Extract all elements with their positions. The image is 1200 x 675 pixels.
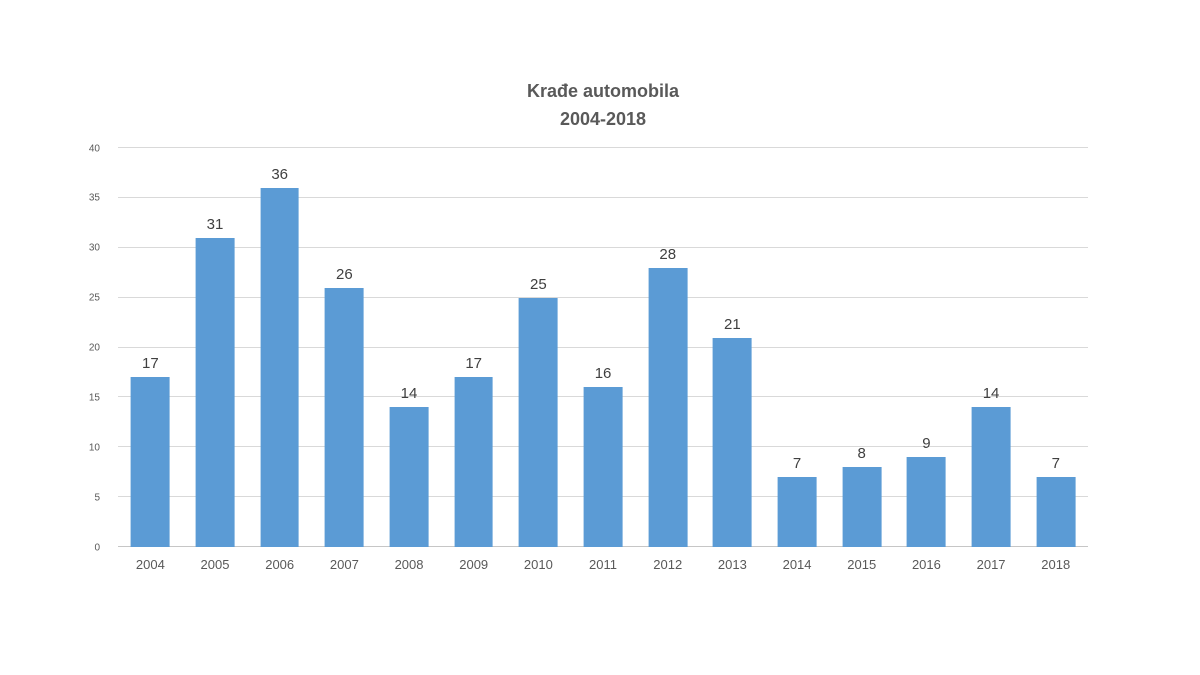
bar-value-label-2009: 17 xyxy=(465,355,483,373)
bar-2009 xyxy=(454,377,494,547)
bar-cell-2010: 25 xyxy=(506,148,571,547)
bar-2004 xyxy=(130,377,170,547)
x-tick-label-2004: 2004 xyxy=(135,557,165,572)
bar-2011 xyxy=(583,387,623,547)
bar-cell-2012: 28 xyxy=(635,148,700,547)
x-axis: 2004 2005 2006 2007 2008 2009 2010 2011 2012 2013… xyxy=(118,557,1088,572)
x-tick-label-2017: 2017 xyxy=(976,557,1006,572)
x-tick-label-2007: 2007 xyxy=(329,557,359,572)
y-tick-label-25: 25 xyxy=(88,292,100,304)
bar-value-label-2015: 8 xyxy=(857,445,866,463)
bar-value-label-2013: 21 xyxy=(724,315,741,333)
bar-2013 xyxy=(712,337,752,547)
bar-2017 xyxy=(971,407,1011,547)
bar-value-label-2018: 7 xyxy=(1051,455,1060,473)
bar-cell-2014: 7 xyxy=(765,148,830,547)
bar-2015 xyxy=(842,467,882,547)
bar-cell-2004: 17 xyxy=(118,148,183,547)
chart-title: Krađe automobila 2004-2018 xyxy=(118,78,1088,134)
bar-cell-2006: 36 xyxy=(247,148,312,547)
bar-2006 xyxy=(260,187,300,547)
bar-2016 xyxy=(906,457,946,547)
bar-2008 xyxy=(389,407,429,547)
bar-value-label-2010: 25 xyxy=(530,275,547,293)
gridline-20 xyxy=(118,346,1088,348)
bar-2005 xyxy=(195,237,235,547)
bar-value-label-2008: 14 xyxy=(400,385,418,403)
bar-value-label-2014: 7 xyxy=(792,455,802,473)
bar-2014 xyxy=(777,477,817,547)
y-tick-label-5: 5 xyxy=(94,492,100,504)
x-tick-label-2010: 2010 xyxy=(523,557,553,572)
x-tick-label-2014: 2014 xyxy=(782,557,812,572)
bar-cell-2018: 7 xyxy=(1023,148,1088,547)
x-tick-label-2015: 2015 xyxy=(847,557,877,572)
chart-title-line2: 2004-2018 xyxy=(559,108,647,129)
bar-cell-2016: 9 xyxy=(894,148,959,547)
y-tick-label-30: 30 xyxy=(88,242,100,254)
y-tick-label-35: 35 xyxy=(88,192,100,204)
x-tick-label-2016: 2016 xyxy=(911,557,941,572)
gridline-35 xyxy=(118,196,1088,198)
gridline-40 xyxy=(118,147,1088,148)
y-tick-label-10: 10 xyxy=(88,442,100,454)
x-tick-label-2011: 2011 xyxy=(589,557,618,572)
bar-2018 xyxy=(1036,477,1076,547)
y-tick-label-20: 20 xyxy=(88,342,100,354)
bar-2007 xyxy=(324,287,364,547)
bar-value-label-2006: 36 xyxy=(271,165,289,183)
gridline-30 xyxy=(118,246,1088,248)
bar-cell-2008: 14 xyxy=(377,148,442,547)
bar-2010 xyxy=(518,297,558,547)
y-axis: 0 5 10 15 20 25 30 35 40 xyxy=(0,143,110,553)
bar-value-label-2011: 16 xyxy=(594,365,612,383)
x-tick-label-2012: 2012 xyxy=(653,557,683,572)
plot-area: 17 31 36 26 14 17 25 16 28 21 7 8 9 14 7 xyxy=(118,147,1088,547)
x-tick-label-2006: 2006 xyxy=(265,557,295,572)
bar-cell-2007: 26 xyxy=(312,148,377,547)
y-tick-label-40: 40 xyxy=(88,143,100,154)
bar-value-label-2007: 26 xyxy=(336,265,353,283)
bar-cell-2015: 8 xyxy=(829,148,894,547)
bars-layer: 17 31 36 26 14 17 25 16 28 21 7 8 9 14 7 xyxy=(118,148,1088,547)
y-tick-label-0: 0 xyxy=(94,542,100,553)
x-tick-label-2005: 2005 xyxy=(200,557,230,572)
y-tick-label-15: 15 xyxy=(88,392,100,404)
x-tick-label-2013: 2013 xyxy=(717,557,747,572)
bar-2012 xyxy=(648,267,688,547)
x-tick-label-2018: 2018 xyxy=(1041,557,1071,572)
bar-value-label-2012: 28 xyxy=(659,245,677,263)
bar-cell-2017: 14 xyxy=(959,148,1024,547)
x-tick-label-2009: 2009 xyxy=(459,557,489,572)
bar-value-label-2016: 9 xyxy=(922,435,931,453)
bar-value-label-2004: 17 xyxy=(141,355,159,373)
bar-cell-2011: 16 xyxy=(571,148,636,547)
bar-value-label-2017: 14 xyxy=(982,385,1000,403)
x-tick-label-2008: 2008 xyxy=(394,557,424,572)
bar-cell-2013: 21 xyxy=(700,148,765,547)
bar-value-label-2005: 31 xyxy=(206,215,224,233)
chart-title-line1: Krađe automobila xyxy=(526,81,680,101)
gridline-25 xyxy=(118,296,1088,298)
bar-cell-2009: 17 xyxy=(441,148,506,547)
bar-cell-2005: 31 xyxy=(183,148,248,547)
